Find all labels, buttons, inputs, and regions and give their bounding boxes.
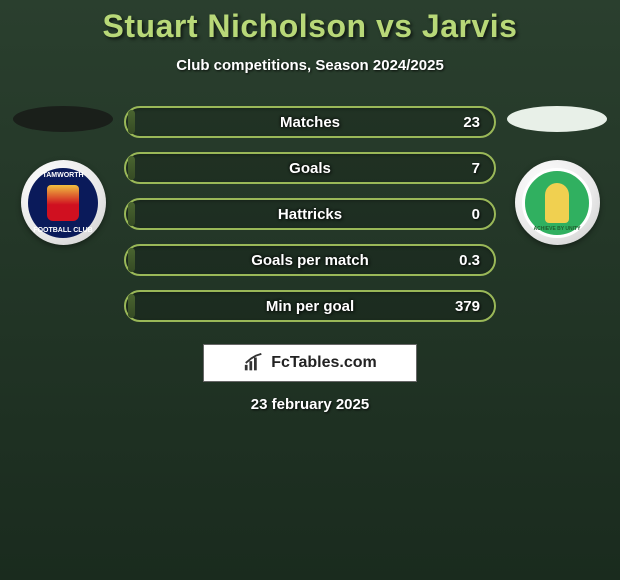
date-label: 23 february 2025 [0,396,620,413]
stat-fill [128,202,135,226]
crest-text-top: TAMWORTH [42,172,83,179]
stat-label: Min per goal [266,298,354,315]
figure-icon [545,183,569,223]
stat-fill [128,248,135,272]
stat-rows: Matches 23 Goals 7 Hattricks 0 Goals per match… [118,106,502,322]
right-club-crest: ACHIEVE BY UNITY [515,160,600,245]
stat-label: Goals [289,160,331,177]
left-ellipse [13,106,113,132]
stat-row: Matches 23 [124,106,496,138]
stat-fill [128,110,135,134]
stat-label: Hattricks [278,206,342,223]
right-side: ACHIEVE BY UNITY [502,106,612,245]
crest-text-bottom: FOOTBALL CLUB [33,227,92,234]
stat-value-right: 23 [463,114,480,131]
shield-icon [47,185,79,221]
stat-value-right: 379 [455,298,480,315]
left-side: TAMWORTH FOOTBALL CLUB [8,106,118,245]
stat-value-right: 0 [472,206,480,223]
stat-value-right: 7 [472,160,480,177]
crest-motto: ACHIEVE BY UNITY [534,226,581,232]
tamworth-crest-icon: TAMWORTH FOOTBALL CLUB [28,168,98,238]
content-row: TAMWORTH FOOTBALL CLUB Matches 23 Goals 7 Ha… [0,106,620,322]
page-title: Stuart Nicholson vs Jarvis [0,8,620,45]
stat-label: Goals per match [251,252,369,269]
stat-label: Matches [280,114,340,131]
yeovil-crest-icon: ACHIEVE BY UNITY [522,168,592,238]
right-ellipse [507,106,607,132]
stat-fill [128,294,135,318]
brand-text: FcTables.com [271,354,377,372]
subtitle: Club competitions, Season 2024/2025 [0,57,620,74]
stat-row: Goals per match 0.3 [124,244,496,276]
stat-row: Min per goal 379 [124,290,496,322]
stat-fill [128,156,135,180]
chart-icon [243,353,265,373]
widget-container: Stuart Nicholson vs Jarvis Club competit… [0,0,620,413]
left-club-crest: TAMWORTH FOOTBALL CLUB [21,160,106,245]
brand-link[interactable]: FcTables.com [203,344,417,382]
stat-value-right: 0.3 [459,252,480,269]
stat-row: Hattricks 0 [124,198,496,230]
stat-row: Goals 7 [124,152,496,184]
